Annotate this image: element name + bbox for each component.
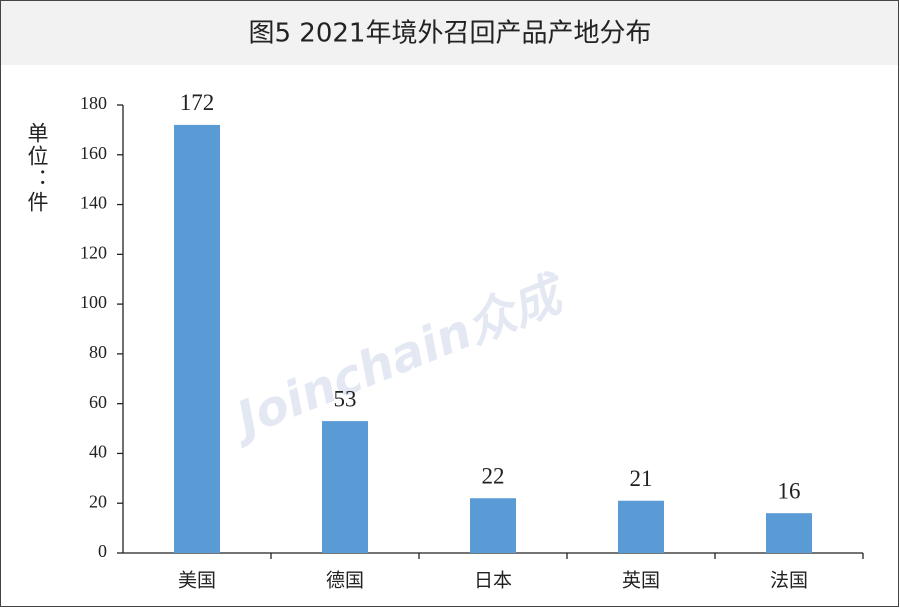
y-tick-label: 60 <box>89 392 107 412</box>
y-tick-label: 120 <box>80 242 107 262</box>
y-tick-label: 80 <box>89 342 107 362</box>
bar <box>766 513 812 553</box>
value-label: 172 <box>180 90 215 115</box>
value-label: 22 <box>482 464 505 489</box>
x-tick-label: 日本 <box>474 570 512 592</box>
bar <box>322 421 368 553</box>
y-tick-label: 40 <box>89 442 107 462</box>
bar <box>470 498 516 553</box>
y-tick-label: 140 <box>80 193 107 213</box>
y-tick-label: 180 <box>80 93 107 113</box>
value-label: 21 <box>630 466 653 491</box>
chart-title: 图5 2021年境外召回产品产地分布 <box>249 19 652 49</box>
x-tick-label: 美国 <box>178 570 216 592</box>
x-tick-label: 德国 <box>326 570 364 592</box>
bar <box>618 500 664 553</box>
value-label: 53 <box>334 386 357 411</box>
bar <box>174 124 220 554</box>
x-tick-label: 英国 <box>622 570 660 592</box>
title-band <box>1 1 898 65</box>
x-tick-label: 法国 <box>770 570 808 592</box>
y-tick-label: 100 <box>80 292 107 312</box>
value-label: 16 <box>778 478 801 503</box>
y-tick-label: 160 <box>80 143 107 163</box>
y-tick-label: 20 <box>89 491 107 511</box>
y-axis-label: 单位：件 <box>25 122 49 214</box>
y-tick-label: 0 <box>98 541 107 561</box>
